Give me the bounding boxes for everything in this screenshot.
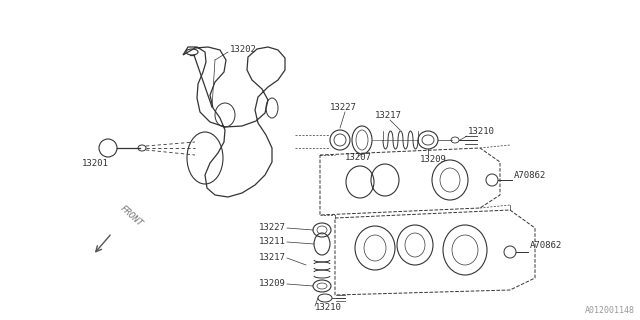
Text: 13210: 13210 — [468, 127, 495, 137]
Text: 13227: 13227 — [330, 103, 357, 113]
Text: 13202: 13202 — [230, 45, 257, 54]
Text: 13227: 13227 — [259, 223, 286, 233]
Text: 13210: 13210 — [315, 303, 342, 313]
Text: A012001148: A012001148 — [585, 306, 635, 315]
Text: 13207: 13207 — [345, 154, 372, 163]
Text: 13209: 13209 — [259, 279, 286, 289]
Text: 13211: 13211 — [259, 237, 286, 246]
Text: 13217: 13217 — [375, 111, 402, 121]
Text: 13201: 13201 — [82, 158, 109, 167]
Text: 13217: 13217 — [259, 253, 286, 262]
Text: FRONT: FRONT — [118, 203, 144, 228]
Text: A70862: A70862 — [530, 242, 563, 251]
Text: 13209: 13209 — [420, 156, 447, 164]
Text: A70862: A70862 — [514, 171, 547, 180]
